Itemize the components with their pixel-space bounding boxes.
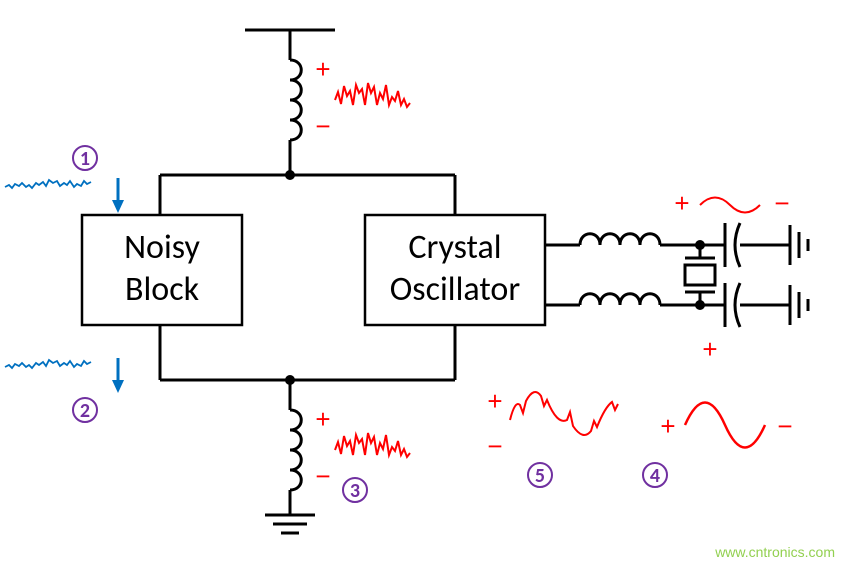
- crystal-component: [685, 258, 715, 292]
- ground-bottom: [265, 515, 315, 533]
- minus-sign: −: [315, 461, 330, 491]
- noise-top-inductor: + −: [315, 54, 410, 141]
- plus-sign: +: [702, 334, 717, 364]
- capacitor-top: [725, 223, 740, 267]
- marker-3: 3: [343, 478, 367, 503]
- inductor-top: [290, 60, 301, 140]
- capacitor-bottom: [725, 283, 740, 327]
- svg-text:4: 4: [650, 464, 660, 488]
- svg-text:2: 2: [80, 399, 90, 423]
- watermark: www.cntronics.com: [715, 544, 835, 560]
- ground-right-bottom: [790, 285, 808, 325]
- inductor-right-bottom: [580, 294, 660, 305]
- clean-sine-top: + −: [674, 188, 789, 218]
- minus-sign: −: [774, 188, 789, 218]
- noise-input-top: [5, 178, 124, 213]
- svg-text:1: 1: [80, 147, 90, 171]
- ground-right-top: [790, 225, 808, 265]
- plus-sign: +: [315, 54, 330, 84]
- noise-bottom-inductor: + −: [315, 404, 410, 491]
- noisy-block-label-2: Block: [125, 269, 200, 310]
- minus-sign: −: [777, 411, 792, 441]
- svg-text:3: 3: [350, 479, 360, 503]
- marker-4: 4: [643, 463, 667, 488]
- circuit-diagram: Noisy Block Crystal Oscillator: [0, 0, 847, 568]
- minus-sign: −: [487, 431, 502, 461]
- svg-text:5: 5: [535, 464, 545, 488]
- marker-1: 1: [73, 146, 97, 171]
- clean-sine-bottom: + − +: [660, 334, 792, 448]
- inductor-bottom: [290, 410, 301, 490]
- crystal-block-label-1: Crystal: [408, 227, 501, 268]
- plus-sign: +: [315, 404, 330, 434]
- noise-input-bottom: [5, 358, 124, 393]
- crystal-block-label-2: Oscillator: [390, 269, 521, 310]
- noisy-sine-waveform: + −: [487, 386, 618, 461]
- plus-sign: +: [487, 386, 502, 416]
- minus-sign: −: [315, 111, 330, 141]
- inductor-right-top: [580, 234, 660, 245]
- plus-sign: +: [674, 188, 689, 218]
- marker-5: 5: [528, 463, 552, 488]
- plus-sign: +: [660, 411, 675, 441]
- noisy-block-label-1: Noisy: [124, 227, 200, 268]
- marker-2: 2: [73, 398, 97, 423]
